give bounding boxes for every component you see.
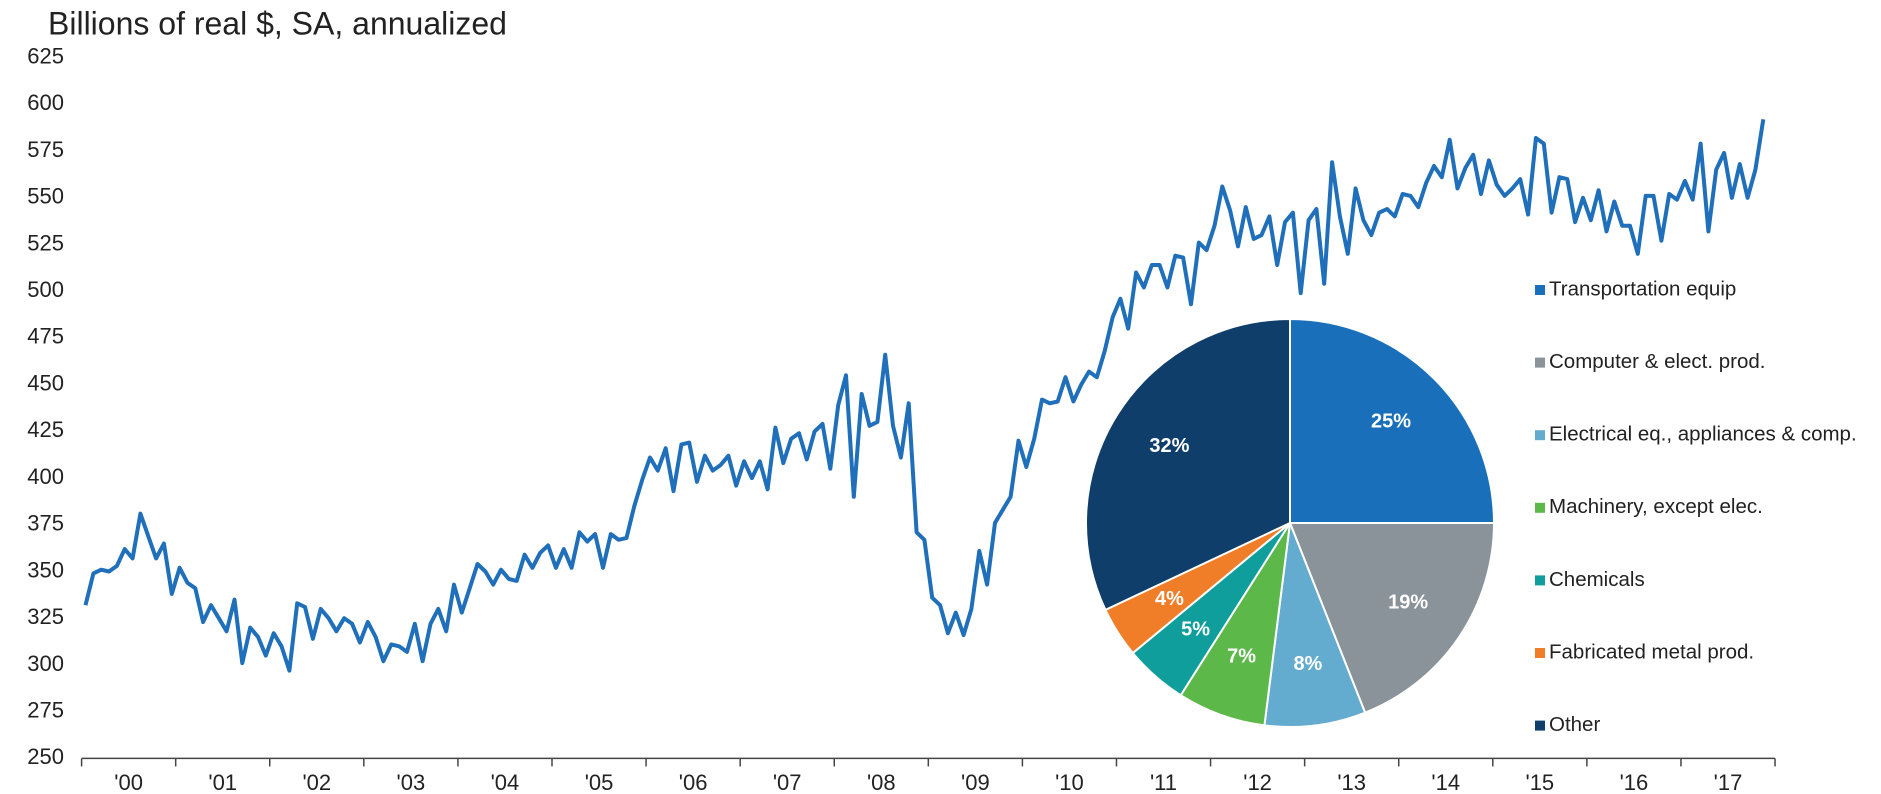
y-tick-label: 600	[27, 90, 64, 115]
legend-swatch	[1535, 575, 1545, 586]
x-tick-label: '14	[1431, 770, 1460, 794]
pie-slice	[1085, 317, 1291, 612]
y-tick-label: 525	[27, 230, 64, 255]
line	[83, 118, 1766, 673]
y-tick-label: 625	[27, 43, 64, 68]
x-tick-label: '13	[1337, 770, 1366, 794]
legend-swatch	[1535, 648, 1545, 658]
x-tick-label: '03	[397, 770, 426, 794]
x-tick-label: '11	[1150, 770, 1177, 794]
data-label: 7%	[1227, 646, 1256, 668]
legend-label: Other	[1549, 713, 1600, 736]
legend-label: Computer & elect. prod.	[1549, 350, 1766, 373]
y-tick-label: 300	[27, 651, 64, 676]
x-tick-label: '06	[679, 770, 708, 794]
pie-slice	[1263, 522, 1367, 728]
legend-swatch	[1535, 502, 1545, 513]
y-tick-label: 250	[27, 744, 64, 769]
x-tick-label: '16	[1620, 770, 1649, 794]
x-tick-label: '01	[208, 770, 237, 794]
legend-swatch	[1535, 285, 1545, 295]
data-label: 5%	[1181, 618, 1210, 640]
y-tick-label: 400	[27, 464, 64, 489]
x-tick-label: '17	[1714, 770, 1743, 794]
legend-swatch	[1535, 430, 1545, 441]
data-label: 25%	[1371, 410, 1411, 432]
pie-slice	[1288, 522, 1496, 714]
y-tick-label: 500	[27, 277, 64, 302]
data-label: 32%	[1149, 435, 1189, 457]
x-tick-label: '04	[491, 770, 520, 794]
y-tick-label: 350	[27, 557, 64, 582]
x-tick-label: '08	[867, 770, 896, 794]
chart-title: Billions of real $, SA, annualized	[48, 5, 507, 41]
pie-slice	[1289, 317, 1496, 524]
x-tick-label: '05	[585, 770, 614, 794]
legend-swatch	[1535, 720, 1545, 731]
y-tick-label: 550	[27, 184, 64, 209]
x-tick-label: '07	[773, 770, 802, 794]
x-tick-label: '10	[1055, 770, 1084, 794]
legend-swatch	[1535, 357, 1545, 368]
x-tick-label: '02	[302, 770, 331, 794]
x-tick-label: '09	[961, 770, 990, 794]
legend-label: Machinery, except elec.	[1549, 495, 1763, 518]
x-tick-label: '00	[114, 770, 143, 794]
y-tick-label: 575	[27, 137, 64, 162]
y-tick-label: 450	[27, 370, 64, 395]
y-tick-label: 475	[27, 324, 64, 349]
data-label: 8%	[1293, 653, 1322, 675]
y-tick-label: 425	[27, 417, 64, 442]
y-tick-label: 375	[27, 511, 64, 536]
legend-label: Chemicals	[1549, 568, 1645, 591]
legend-label: Fabricated metal prod.	[1549, 640, 1754, 663]
x-tick-label: '12	[1243, 770, 1272, 794]
y-tick-label: 325	[27, 604, 64, 629]
legend-label: Transportation equip	[1549, 277, 1736, 300]
legend-label: Electrical eq., appliances & comp.	[1549, 423, 1857, 446]
y-tick-label: 275	[27, 697, 64, 722]
data-label: 4%	[1155, 588, 1184, 610]
x-tick-label: '15	[1526, 770, 1555, 794]
data-label: 19%	[1388, 592, 1428, 614]
